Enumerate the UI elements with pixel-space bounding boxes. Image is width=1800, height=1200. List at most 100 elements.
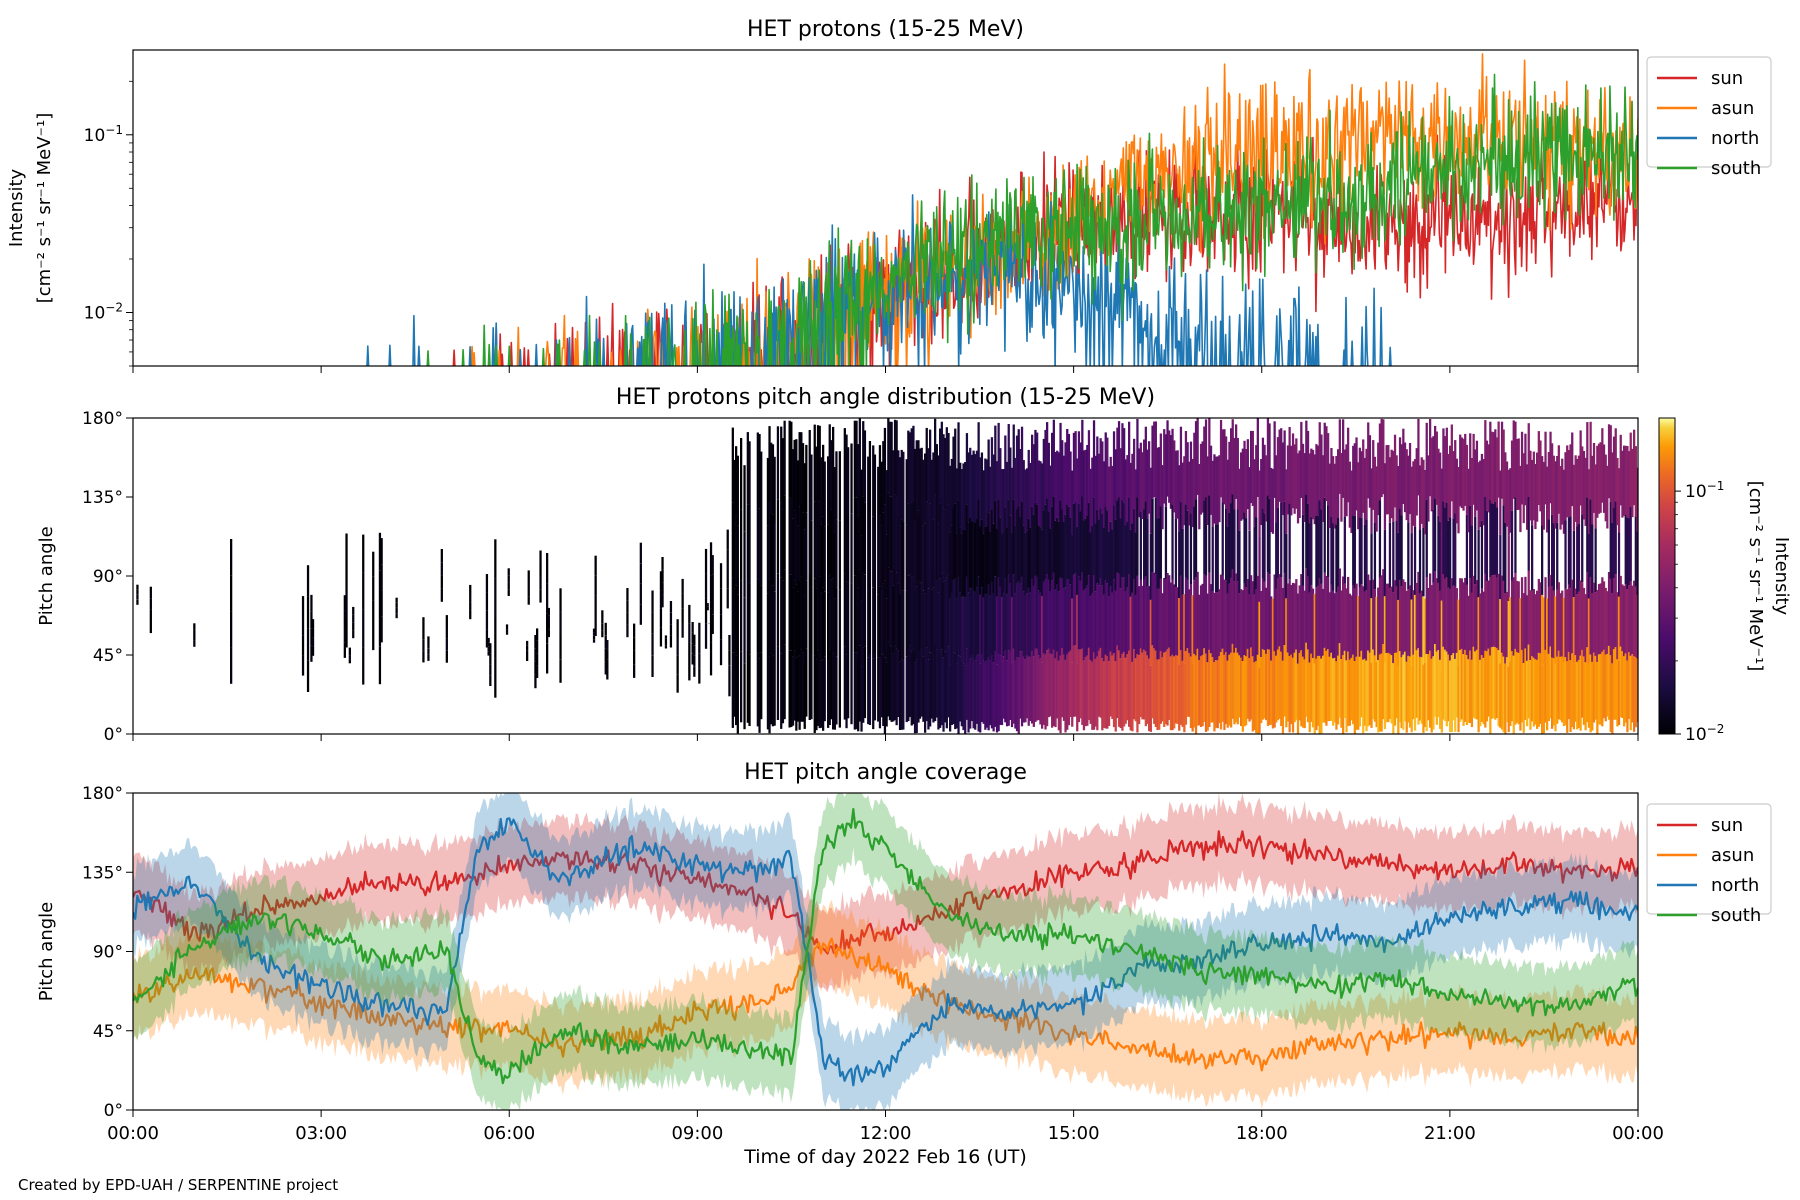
pad-bin bbox=[310, 594, 313, 612]
pad-bin bbox=[917, 440, 920, 511]
pad-bin bbox=[1612, 578, 1616, 649]
pad-bin bbox=[1440, 468, 1443, 535]
pad-bin bbox=[1004, 578, 1007, 651]
pad-bin bbox=[1544, 431, 1547, 505]
pad-bin bbox=[1413, 594, 1417, 663]
pad-bin bbox=[1199, 656, 1203, 727]
pad-bin bbox=[815, 446, 818, 518]
pad-bin bbox=[606, 669, 609, 680]
pad-bin bbox=[1403, 651, 1407, 722]
pad-bin bbox=[965, 433, 969, 505]
pad-bin bbox=[378, 532, 382, 571]
pad-bin bbox=[1415, 650, 1418, 718]
pad-bin bbox=[1350, 595, 1353, 658]
pad-bin bbox=[1628, 451, 1631, 519]
pad-bin bbox=[1556, 656, 1559, 724]
pad-bin bbox=[838, 520, 841, 590]
pad-bin bbox=[962, 463, 965, 531]
pad-bin bbox=[1542, 597, 1545, 666]
pad-bin bbox=[770, 513, 773, 584]
pad-bin bbox=[1163, 652, 1166, 727]
pad-bin bbox=[1509, 468, 1512, 533]
xtick-label: 00:00 bbox=[107, 1123, 159, 1144]
pad-bin bbox=[310, 645, 313, 662]
pad-bin bbox=[1107, 661, 1111, 726]
pad-bin bbox=[230, 647, 233, 684]
pad-bin bbox=[1601, 651, 1604, 727]
pad-bin bbox=[489, 675, 492, 686]
pad-bin bbox=[1342, 576, 1345, 656]
pad-bin bbox=[1408, 443, 1412, 515]
pad-bin bbox=[1370, 598, 1373, 663]
pad-bin bbox=[1009, 583, 1012, 652]
pad-bin bbox=[853, 652, 856, 730]
pad-bin bbox=[887, 641, 890, 717]
pad-bin bbox=[1295, 579, 1298, 650]
pad-bin bbox=[719, 614, 723, 640]
pad-bin bbox=[1437, 650, 1440, 718]
pad-bin bbox=[793, 580, 796, 651]
pad-bin bbox=[1467, 595, 1470, 660]
pad-bin bbox=[1370, 468, 1373, 534]
pad-bin bbox=[1495, 507, 1499, 578]
pad-bin bbox=[1303, 453, 1306, 522]
pad-bin bbox=[1097, 519, 1101, 586]
pad-bin bbox=[1633, 580, 1636, 657]
pad-bin bbox=[1009, 447, 1012, 516]
pad-bin bbox=[1424, 662, 1427, 728]
pad-bin bbox=[1273, 421, 1276, 498]
pad-bin bbox=[1343, 516, 1346, 584]
pad-bin bbox=[1241, 590, 1244, 661]
pad-bin bbox=[1333, 657, 1336, 723]
pad-bin bbox=[1000, 469, 1004, 534]
pad-bin bbox=[1193, 653, 1196, 728]
pad-bin bbox=[1589, 421, 1592, 500]
pad-bin bbox=[979, 594, 982, 664]
pad-bin bbox=[422, 617, 425, 629]
pad-bin bbox=[1569, 516, 1572, 589]
pad-bin bbox=[897, 450, 900, 517]
pad-bin bbox=[1086, 655, 1089, 726]
pad-bin bbox=[773, 524, 776, 592]
pad-bin bbox=[311, 619, 315, 629]
pad-bin bbox=[698, 653, 701, 669]
pad-bin bbox=[984, 458, 987, 527]
pad-bin bbox=[1522, 593, 1525, 663]
pad-bin bbox=[1509, 597, 1512, 662]
pad-bin bbox=[1121, 653, 1124, 731]
pad-bin bbox=[1592, 582, 1596, 653]
pad-bin bbox=[1101, 658, 1104, 731]
pad-bin bbox=[1330, 584, 1333, 653]
pad-bin bbox=[1500, 421, 1504, 499]
pad-bin bbox=[1557, 582, 1560, 651]
pad-bin bbox=[1243, 583, 1246, 655]
pad-bin bbox=[733, 459, 736, 525]
pad-bin bbox=[1596, 445, 1599, 518]
coverage-legend bbox=[1646, 803, 1772, 915]
pad-bin bbox=[905, 459, 908, 525]
pad-bin bbox=[1243, 512, 1246, 584]
pad-bin bbox=[1036, 432, 1039, 505]
pad-bin bbox=[1291, 582, 1295, 658]
pad-bin bbox=[1323, 572, 1326, 648]
pad-bin bbox=[858, 418, 861, 495]
pad-bin bbox=[1051, 580, 1054, 654]
pad-bin bbox=[1034, 502, 1037, 576]
pad-bin bbox=[950, 658, 953, 725]
pad-bin bbox=[1355, 583, 1358, 657]
pad-bin bbox=[982, 470, 985, 534]
pad-bin bbox=[1054, 589, 1057, 659]
pad-bin bbox=[815, 517, 818, 589]
pad-bin bbox=[890, 421, 893, 497]
pad-bin bbox=[795, 512, 798, 585]
pad-bin bbox=[1515, 580, 1519, 652]
pad-bin bbox=[995, 529, 999, 597]
pad-bin bbox=[1539, 653, 1542, 724]
pad-bin bbox=[915, 659, 918, 733]
pad-title: HET protons pitch angle distribution (15… bbox=[616, 385, 1155, 410]
pad-bin bbox=[1373, 456, 1377, 523]
pad-bin bbox=[1388, 653, 1392, 719]
pad-bin bbox=[1500, 652, 1504, 730]
pad-bin bbox=[975, 450, 979, 519]
pad-bin bbox=[736, 594, 739, 664]
